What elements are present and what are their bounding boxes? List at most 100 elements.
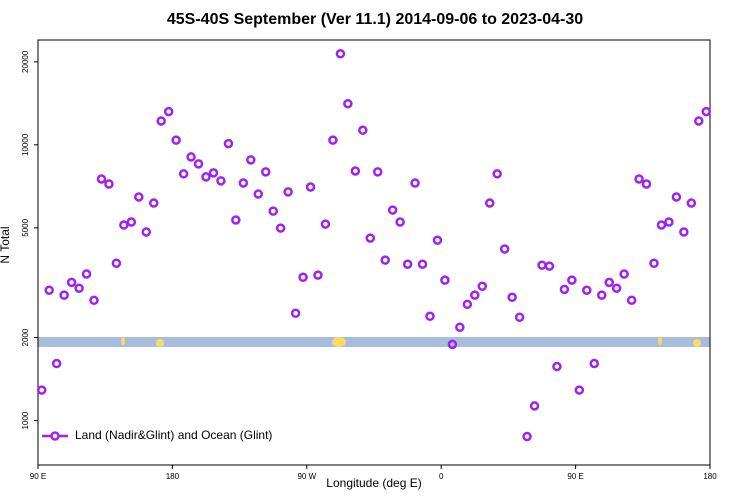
data-point xyxy=(350,166,361,176)
data-point xyxy=(567,275,577,285)
land-patch xyxy=(156,339,164,347)
data-point xyxy=(596,290,607,300)
data-point xyxy=(163,106,174,117)
x-tick-label: 180 xyxy=(166,472,180,481)
plot-frame xyxy=(37,39,711,466)
data-point xyxy=(111,258,122,268)
data-point xyxy=(290,308,301,319)
data-point xyxy=(126,217,137,227)
data-point xyxy=(283,187,293,197)
data-point xyxy=(193,159,204,169)
data-point xyxy=(96,174,107,184)
data-point xyxy=(253,189,264,199)
data-point xyxy=(372,167,383,177)
x-axis-label: Longitude (deg E) xyxy=(326,476,421,490)
y-tick-label: 10000 xyxy=(21,133,30,156)
data-point xyxy=(395,217,405,227)
data-point xyxy=(432,235,443,245)
data-point xyxy=(223,138,234,149)
data-point xyxy=(216,176,226,186)
data-point xyxy=(470,290,480,300)
y-tick-label: 2000 xyxy=(21,328,30,346)
data-point xyxy=(694,116,704,126)
data-point xyxy=(275,223,286,233)
data-point xyxy=(522,431,532,442)
data-point xyxy=(119,220,129,230)
data-point xyxy=(425,311,435,321)
data-point xyxy=(343,98,353,109)
data-point xyxy=(664,217,674,227)
data-point xyxy=(619,269,629,279)
land-patch xyxy=(658,337,662,345)
data-point xyxy=(492,169,502,179)
data-point xyxy=(574,385,585,395)
data-point xyxy=(402,259,413,269)
land-patch xyxy=(693,339,701,347)
data-point xyxy=(335,48,346,59)
data-point xyxy=(679,227,689,237)
data-point xyxy=(514,312,525,322)
data-point xyxy=(440,275,450,285)
data-point xyxy=(447,339,458,350)
data-point xyxy=(604,277,614,288)
data-point xyxy=(178,169,189,179)
data-point xyxy=(380,255,390,265)
y-tick-label: 20000 xyxy=(21,50,30,73)
legend-marker xyxy=(50,431,60,441)
data-point xyxy=(462,299,473,310)
data-point xyxy=(305,182,316,192)
data-point xyxy=(141,227,152,237)
data-point xyxy=(686,198,697,208)
data-point xyxy=(626,295,637,306)
data-point xyxy=(81,269,92,279)
data-point xyxy=(320,219,331,229)
data-point xyxy=(611,283,622,293)
data-point xyxy=(36,385,47,395)
chart-title: 45S-40S September (Ver 11.1) 2014-09-06 … xyxy=(167,11,583,28)
data-point xyxy=(328,135,338,145)
data-point xyxy=(634,174,644,184)
data-point xyxy=(410,178,420,188)
data-point xyxy=(298,272,308,282)
data-point xyxy=(529,401,540,411)
data-point xyxy=(649,258,659,268)
data-point xyxy=(507,292,517,303)
y-tick-label: 1000 xyxy=(21,411,30,429)
land-patch xyxy=(332,337,346,347)
data-point xyxy=(313,270,323,280)
x-tick-label: 90 W xyxy=(297,472,316,481)
data-point xyxy=(582,285,592,295)
y-axis-label: N Total xyxy=(0,226,12,263)
data-point xyxy=(552,361,562,372)
data-point xyxy=(417,259,428,269)
data-point xyxy=(455,322,465,332)
data-point xyxy=(260,167,271,177)
data-point xyxy=(701,106,712,117)
data-point xyxy=(641,179,652,189)
data-point xyxy=(365,233,376,243)
data-point xyxy=(74,283,84,293)
data-point xyxy=(208,168,219,178)
data-point xyxy=(134,192,144,202)
data-point xyxy=(186,152,196,162)
data-point xyxy=(231,215,241,225)
x-tick-label: 0 xyxy=(439,472,444,481)
data-point xyxy=(358,125,368,135)
land-patch xyxy=(121,337,125,345)
data-point xyxy=(89,295,99,306)
data-point xyxy=(171,135,181,145)
data-point xyxy=(656,220,667,230)
data-point xyxy=(148,198,159,208)
data-point xyxy=(477,281,488,291)
data-point xyxy=(104,179,114,189)
data-point xyxy=(66,277,77,288)
legend-label: Land (Nadir&Glint) and Ocean (Glint) xyxy=(75,428,272,442)
data-point xyxy=(44,285,54,295)
data-point xyxy=(544,261,555,271)
data-point xyxy=(499,244,510,254)
data-point xyxy=(268,206,278,216)
x-tick-label: 90 E xyxy=(30,472,46,481)
data-point xyxy=(387,205,398,215)
